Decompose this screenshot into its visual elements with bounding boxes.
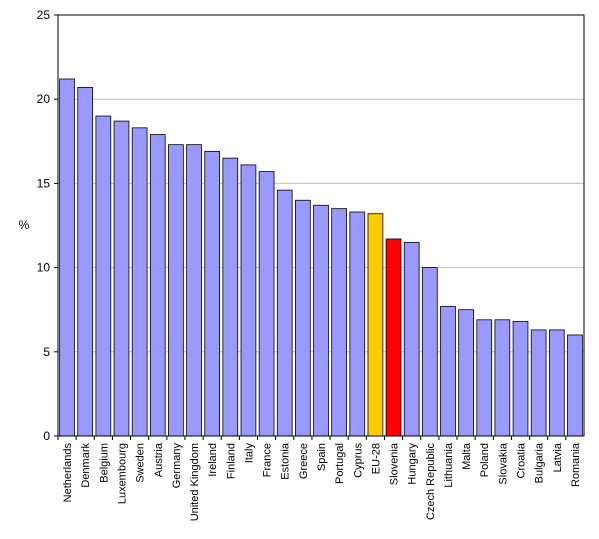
x-tick-label: Portugal — [334, 443, 346, 484]
bar-latvia — [548, 329, 565, 437]
x-tick-label: Malta — [461, 442, 473, 470]
x-tick-label: Germany — [171, 443, 183, 489]
x-tick-label: Greece — [298, 443, 310, 479]
x-tick-label: EU-28 — [370, 443, 382, 474]
y-tick-label: 20 — [37, 92, 51, 106]
bars — [59, 78, 583, 437]
bar-france — [258, 171, 275, 437]
x-tick-label: Austria — [153, 442, 165, 477]
bar-austria — [149, 134, 166, 437]
bar-bulgaria — [530, 329, 547, 437]
x-tick-label: Sweden — [135, 443, 147, 483]
bar-sweden — [131, 127, 148, 437]
y-axis-label: % — [19, 218, 30, 232]
axes — [54, 14, 585, 440]
x-tick-label: Italy — [243, 443, 255, 464]
y-tick-label: 10 — [37, 261, 51, 275]
x-tick-label: Slovakia — [497, 442, 509, 484]
x-tick-label: Slovenia — [389, 442, 401, 485]
x-tick-label: Estonia — [280, 442, 292, 480]
bar-germany — [168, 144, 184, 437]
y-tick-label: 5 — [43, 345, 50, 359]
x-tick-label: Denmark — [80, 443, 92, 488]
bar-united-kingdom — [186, 144, 202, 437]
x-tick-label: Belgium — [98, 443, 110, 483]
bar-poland — [476, 319, 493, 437]
bar-eu-28 — [367, 213, 384, 437]
x-tick-label: Lithuania — [443, 442, 455, 488]
x-tick-label: Bulgaria — [534, 442, 546, 483]
x-tick-label: Ireland — [207, 443, 219, 477]
x-tick-label: Spain — [316, 443, 328, 471]
bar-belgium — [95, 115, 112, 437]
x-tick-label: Latvia — [552, 442, 564, 472]
x-tick-labels: Netherlands Denmark Belgium Luxembourg Swede… — [62, 442, 582, 521]
bar-cyprus — [349, 211, 366, 437]
y-tick-label: 15 — [37, 176, 51, 190]
bar-hungary — [403, 241, 420, 437]
plot-frame — [57, 14, 585, 437]
bar-slovenia — [385, 238, 402, 437]
x-tick-label: Croatia — [516, 442, 528, 478]
x-tick-label: Poland — [479, 443, 491, 477]
x-tick-label: Cyprus — [352, 443, 364, 478]
bar-portugal — [331, 208, 347, 437]
x-tick-label: Czech Republic — [425, 443, 437, 521]
bar-czech-republic — [421, 267, 438, 437]
bar-luxembourg — [113, 120, 130, 437]
x-tick-label: Romania — [570, 442, 582, 487]
y-tick-label: 25 — [37, 8, 51, 22]
x-tick-label: France — [262, 443, 274, 477]
bar-spain — [313, 204, 329, 437]
x-tick-label: Hungary — [407, 443, 419, 485]
bar-croatia — [512, 321, 529, 437]
y-tick-label: 0 — [43, 429, 50, 443]
bar-greece — [295, 199, 311, 437]
bar-estonia — [276, 189, 293, 437]
bar-romania — [567, 334, 583, 437]
bar-denmark — [77, 87, 94, 437]
x-tick-label: Netherlands — [62, 443, 74, 503]
x-tick-label: United Kingdom — [189, 443, 201, 521]
bar-lithuania — [440, 305, 456, 437]
x-tick-label: Finland — [225, 443, 237, 479]
x-tick-label: Luxembourg — [116, 443, 128, 504]
bar-finland — [222, 157, 239, 437]
bar-ireland — [204, 150, 221, 437]
bar-netherlands — [59, 78, 75, 437]
bar-slovakia — [494, 319, 511, 437]
y-tick-labels: 0 5 10 15 20 25 — [37, 8, 51, 443]
bar-italy — [240, 164, 257, 437]
bar-malta — [458, 309, 474, 437]
